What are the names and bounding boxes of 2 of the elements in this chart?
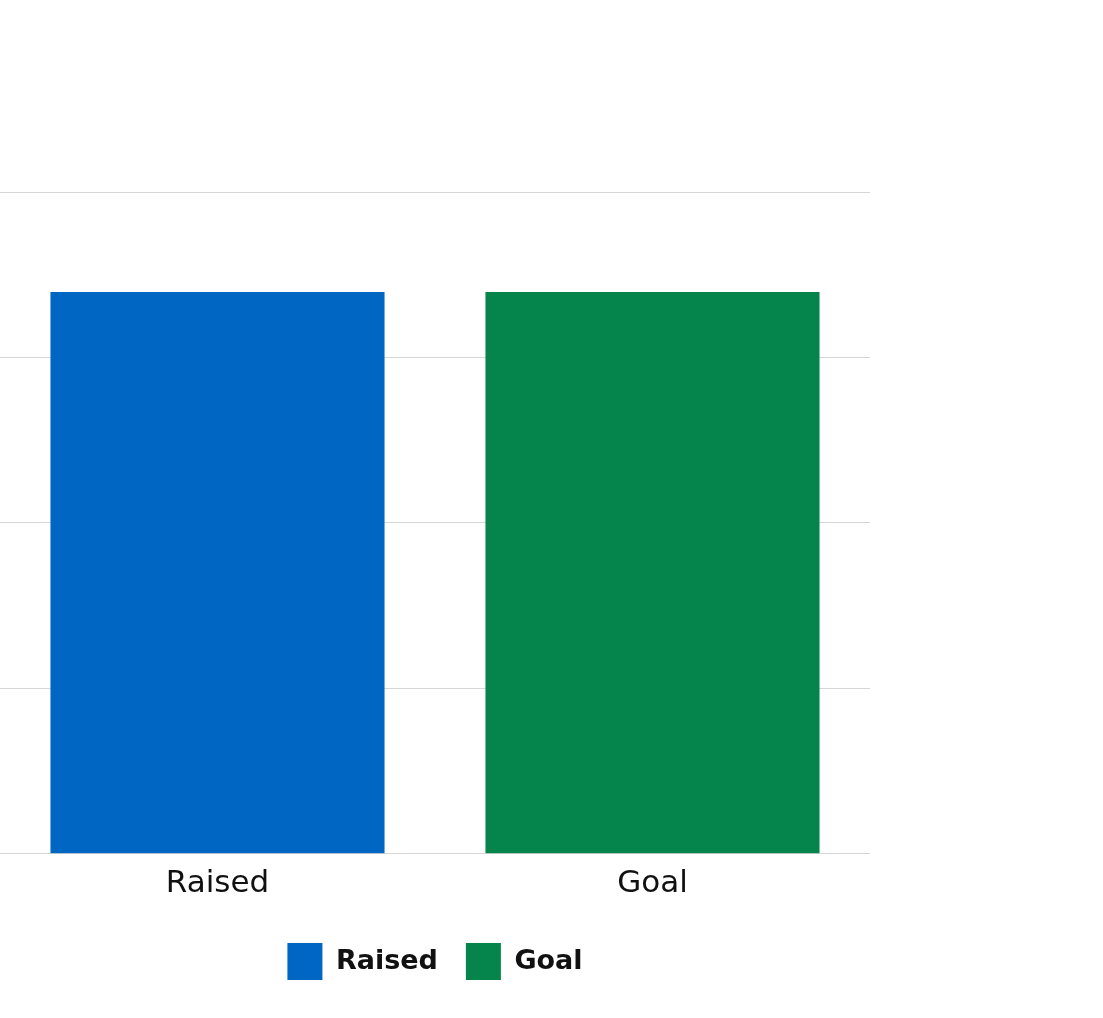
legend-label: Raised — [335, 943, 438, 975]
legend-label: Goal — [514, 943, 583, 975]
